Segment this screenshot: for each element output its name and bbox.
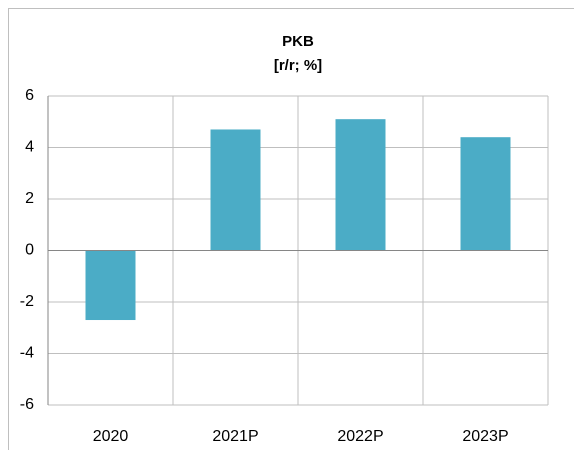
x-tick-label: 2020: [93, 428, 129, 445]
y-tick-label: -2: [20, 293, 34, 310]
chart-subtitle: [r/r; %]: [274, 57, 322, 74]
x-tick-label: 2022P: [337, 428, 383, 445]
y-tick-label: 0: [25, 242, 34, 259]
x-tick-label: 2021P: [212, 428, 258, 445]
y-tick-label: 6: [25, 87, 34, 104]
x-tick-label: 2023P: [462, 428, 508, 445]
bar: [460, 137, 511, 251]
y-tick-label: 4: [25, 139, 34, 156]
bar: [335, 119, 386, 251]
bar: [85, 250, 136, 321]
bar: [210, 129, 261, 251]
y-tick-label: 2: [25, 190, 34, 207]
y-tick-label: -6: [20, 396, 34, 413]
chart-title: PKB: [282, 33, 314, 50]
y-tick-label: -4: [20, 345, 34, 362]
